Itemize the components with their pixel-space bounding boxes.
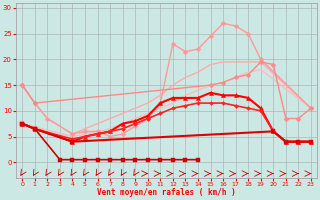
X-axis label: Vent moyen/en rafales ( km/h ): Vent moyen/en rafales ( km/h ) [97,188,236,197]
